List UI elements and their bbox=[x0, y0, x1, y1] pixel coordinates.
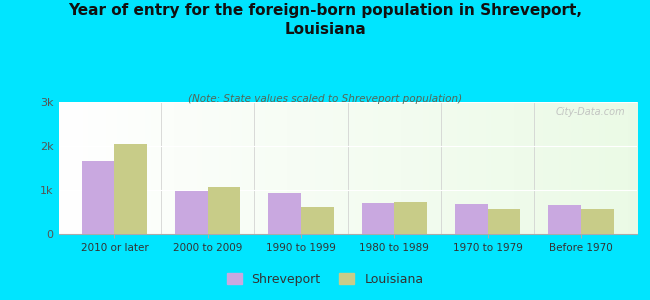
Text: Year of entry for the foreign-born population in Shreveport,
Louisiana: Year of entry for the foreign-born popul… bbox=[68, 3, 582, 37]
Legend: Shreveport, Louisiana: Shreveport, Louisiana bbox=[222, 268, 428, 291]
Text: (Note: State values scaled to Shreveport population): (Note: State values scaled to Shreveport… bbox=[188, 94, 462, 104]
Bar bbox=[268, 193, 301, 234]
Bar bbox=[549, 206, 581, 234]
Bar bbox=[488, 209, 521, 234]
Text: City-Data.com: City-Data.com bbox=[556, 107, 625, 117]
Bar bbox=[82, 161, 114, 234]
Bar bbox=[395, 202, 427, 234]
Bar bbox=[455, 204, 488, 234]
Bar bbox=[114, 144, 147, 234]
Bar bbox=[208, 187, 240, 234]
Bar bbox=[362, 203, 395, 234]
Bar bbox=[175, 191, 208, 234]
Bar bbox=[301, 207, 333, 234]
Bar bbox=[581, 209, 614, 234]
